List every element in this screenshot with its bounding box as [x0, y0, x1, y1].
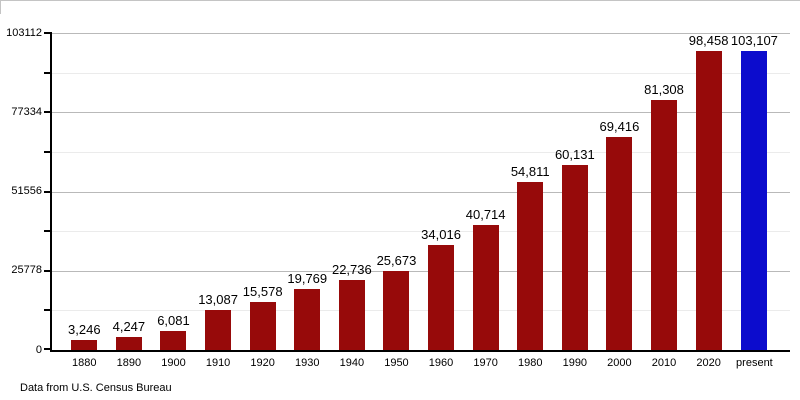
minor-gridline: [52, 72, 790, 74]
y-axis-tick: [44, 190, 52, 193]
bar-1980: [517, 181, 544, 350]
bar-value-label: 4,247: [112, 318, 146, 334]
bar-slot: 69,416 2000: [597, 33, 642, 369]
bars-row: 3,246 1880 4,247 1890 6,081 1900 13,087 1910 15,…: [52, 33, 790, 370]
bar-slot: 15,578 1920: [240, 33, 285, 369]
y-axis-tick: [44, 32, 52, 34]
bar-value-label: 98,458: [688, 33, 729, 48]
bar-value-label: 81,308: [644, 82, 684, 98]
bar-1880: [71, 340, 98, 350]
bar-value-label: 40,714: [465, 206, 506, 222]
x-tick-label: 1920: [250, 357, 275, 369]
x-tick-label: 2020: [696, 357, 721, 369]
bar-present: [741, 51, 768, 350]
bar-1950: [383, 271, 410, 350]
bar-value-label: 6,081: [157, 313, 190, 329]
bar-slot: 60,131 1990: [553, 33, 598, 369]
y-tick-label: 51556: [11, 185, 42, 197]
x-tick-label: 1950: [384, 357, 409, 369]
y-axis-tick: [44, 111, 52, 114]
y-tick-label: 103112: [6, 26, 42, 39]
minor-gridline: [52, 231, 790, 233]
bar-1970: [472, 224, 499, 350]
bar-1900: [160, 331, 187, 350]
x-tick-label: 2010: [651, 357, 677, 369]
bar-value-label: 60,131: [554, 147, 595, 163]
x-tick-label: 1970: [473, 357, 498, 369]
bar-1930: [294, 289, 321, 350]
bar-1890: [115, 336, 142, 350]
x-tick-label: 2000: [607, 357, 632, 369]
bar-value-label: 25,673: [376, 253, 417, 269]
x-tick-label: 1940: [339, 357, 365, 369]
y-tick-label: 25778: [11, 264, 42, 277]
bar-slot: 34,016 1960: [419, 33, 464, 369]
x-tick-label: 1880: [72, 357, 97, 369]
y-tick-label: 77334: [11, 105, 42, 118]
y-axis-tick: [44, 230, 52, 233]
major-gridline: [52, 33, 790, 34]
bar-slot: 103,107 present: [730, 33, 778, 369]
bar-1940: [338, 280, 365, 350]
bar-1910: [205, 309, 232, 350]
x-tick-label: 1990: [562, 357, 588, 369]
minor-gridline: [52, 310, 790, 312]
x-tick-label: present: [736, 357, 773, 369]
x-tick-label: 1960: [428, 357, 454, 369]
bar-slot: 25,673 1950: [374, 33, 419, 369]
y-axis-tick: [44, 150, 52, 153]
bar-slot: 19,769 1930: [285, 33, 330, 369]
y-axis-tick: [44, 309, 52, 312]
bar-1960: [428, 245, 455, 350]
bar-value-label: 54,811: [510, 163, 550, 179]
bar-1920: [249, 302, 276, 350]
major-gridline: [52, 270, 790, 272]
bar-slot: 13,087 1910: [196, 33, 241, 369]
bar-slot: 54,811 1980: [508, 33, 553, 370]
bar-value-label: 3,246: [68, 322, 101, 338]
bar-slot: 40,714 1970: [463, 33, 508, 369]
bar-slot: 6,081 1900: [151, 33, 196, 369]
x-tick-label: 1890: [116, 357, 142, 369]
bar-value-label: 103,107: [730, 33, 778, 48]
y-axis-tick: [44, 348, 52, 350]
bar-value-label: 19,769: [287, 271, 328, 287]
minor-gridline: [52, 151, 790, 153]
caption: Data from U.S. Census Bureau: [20, 382, 172, 394]
y-axis-tick: [44, 269, 52, 272]
bar-value-label: 34,016: [421, 227, 461, 243]
y-axis-tick: [44, 71, 52, 74]
bar-2010: [651, 100, 678, 350]
plot-area: 3,246 1880 4,247 1890 6,081 1900 13,087 1910 15,…: [6, 27, 790, 370]
major-gridline: [52, 112, 790, 114]
bar-2000: [606, 136, 633, 350]
bar-value-label: 69,416: [599, 118, 640, 134]
x-tick-label: 1900: [161, 357, 186, 369]
bar-slot: 4,247 1890: [107, 33, 152, 369]
x-tick-label: 1980: [517, 357, 543, 369]
bar-value-label: 15,578: [242, 284, 283, 300]
x-tick-label: 1930: [295, 357, 320, 369]
bar-slot: 98,458 2020: [686, 33, 731, 369]
x-tick-label: 1910: [205, 357, 231, 369]
bar-2020: [695, 51, 722, 350]
image-border-fragment: [0, 1, 1, 14]
bar-value-label: 13,087: [198, 291, 238, 307]
bar-1990: [561, 165, 588, 350]
bar-slot: 81,308 2010: [642, 33, 687, 369]
bar-slot: 22,736 1940: [330, 33, 375, 369]
major-gridline: [52, 191, 790, 193]
y-tick-label: 0: [35, 343, 42, 356]
bar-value-label: 22,736: [331, 262, 372, 278]
bar-slot: 3,246 1880: [62, 33, 107, 369]
